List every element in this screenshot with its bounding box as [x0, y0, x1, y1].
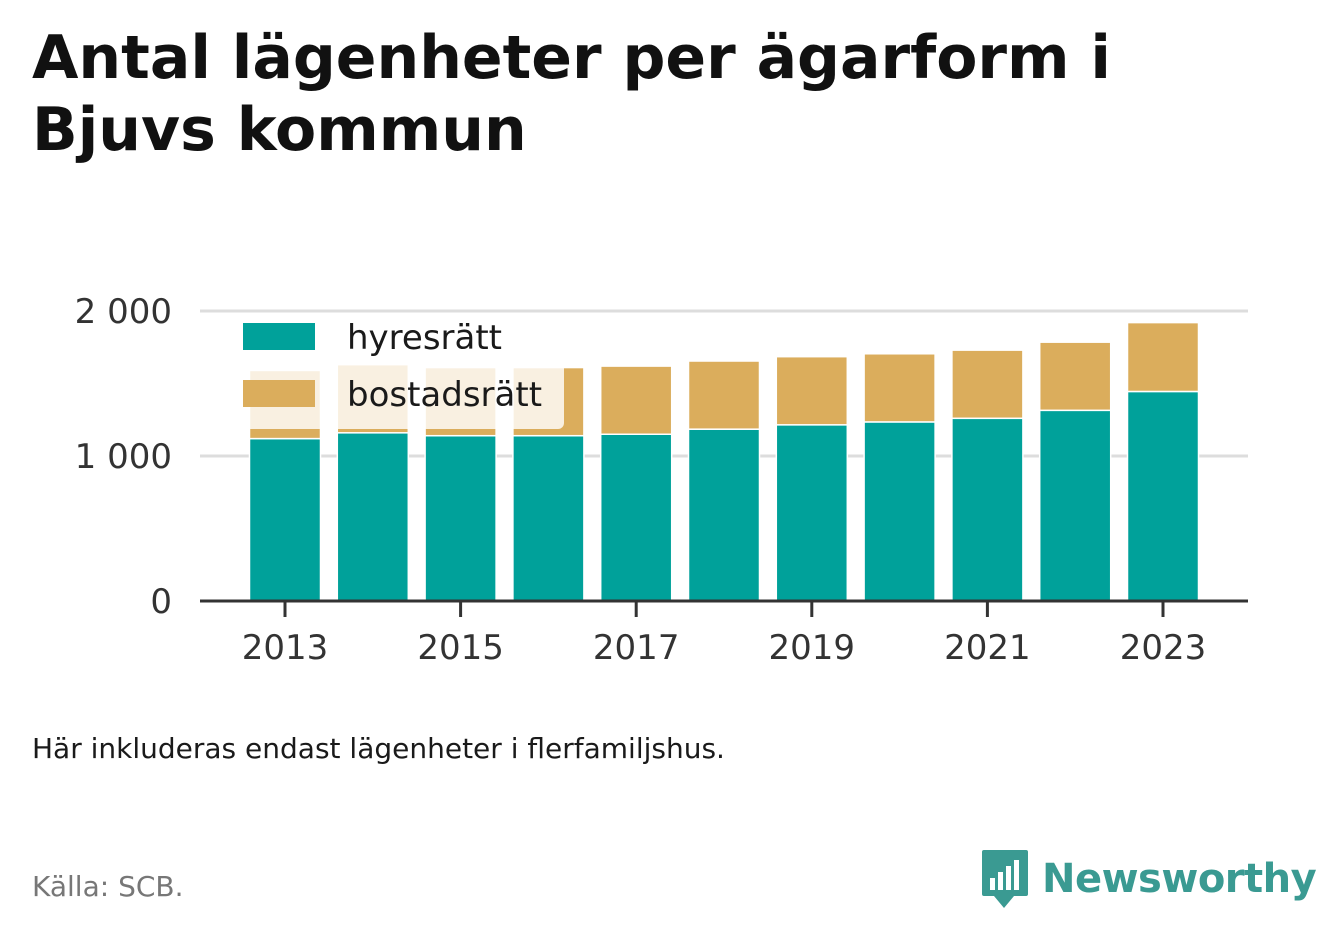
legend-swatch — [243, 323, 315, 350]
brand-name: Newsworthy — [1042, 856, 1317, 902]
source-text: Källa: SCB. — [32, 870, 184, 903]
bar-hyresratt-2014 — [336, 432, 410, 602]
x-tick-label: 2015 — [417, 628, 504, 668]
bar-hyresratt-2019 — [775, 424, 849, 602]
bar-bostadsratt-2022 — [1038, 341, 1112, 412]
bar-hyresratt-2022 — [1038, 409, 1112, 602]
legend-swatch — [243, 380, 315, 407]
bar-bostadsratt-2020 — [863, 353, 936, 423]
bar-hyresratt-2021 — [951, 417, 1024, 602]
x-axis — [200, 599, 1248, 617]
x-tick-label: 2023 — [1120, 628, 1207, 668]
bar-bostadsratt-2017 — [599, 365, 673, 436]
bar-hyresratt-2023 — [1126, 390, 1200, 602]
y-tick-label: 1 000 — [75, 437, 172, 477]
bar-hyresratt-2018 — [687, 428, 761, 602]
bar-bostadsratt-2023 — [1126, 321, 1200, 393]
bar-bostadsratt-2021 — [951, 349, 1024, 420]
legend-label: hyresrätt — [347, 318, 502, 358]
legend: hyresrätt bostadsrätt — [226, 313, 564, 429]
x-tick-label: 2021 — [944, 628, 1031, 668]
bar-hyresratt-2015 — [424, 434, 497, 602]
x-tick-labels: 2013 2015 2017 2019 2021 2023 — [242, 628, 1207, 668]
chart-note: Här inkluderas endast lägenheter i flerf… — [32, 732, 725, 765]
newsworthy-logo-icon — [982, 850, 1028, 908]
chart-title: Antal lägenheter per ägarform i Bjuvs ko… — [32, 23, 1111, 165]
x-tick-label: 2019 — [769, 628, 856, 668]
y-tick-label: 0 — [150, 582, 172, 622]
legend-label: bostadsrätt — [347, 375, 542, 415]
bar-hyresratt-2017 — [599, 433, 673, 602]
bar-bostadsratt-2018 — [687, 360, 761, 430]
y-axis: 0 1 000 2 000 — [75, 292, 172, 622]
bar-bostadsratt-2019 — [775, 355, 849, 426]
bar-hyresratt-2020 — [863, 421, 936, 602]
x-tick-label: 2013 — [242, 628, 329, 668]
y-tick-label: 2 000 — [75, 292, 172, 332]
brand-logo: Newsworthy — [980, 848, 1317, 910]
bar-hyresratt-2016 — [512, 434, 585, 602]
x-tick-label: 2017 — [593, 628, 680, 668]
bar-hyresratt-2013 — [248, 437, 322, 602]
